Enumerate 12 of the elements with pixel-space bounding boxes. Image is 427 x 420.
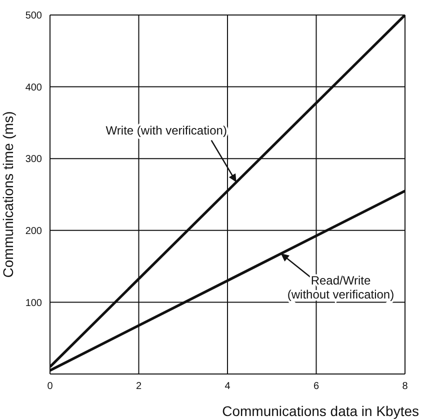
x-tick-label: 2 bbox=[136, 381, 142, 392]
y-tick-label: 400 bbox=[25, 82, 42, 94]
y-tick-label: 300 bbox=[25, 154, 42, 166]
y-tick-label: 500 bbox=[25, 10, 42, 22]
x-tick-label: 6 bbox=[313, 381, 320, 392]
x-tick-label: 8 bbox=[402, 381, 408, 392]
y-tick-label: 200 bbox=[25, 226, 42, 237]
y-axis-title: Communications time (ms) bbox=[0, 111, 16, 278]
x-tick-label: 0 bbox=[47, 381, 54, 392]
y-tick-label: 100 bbox=[25, 298, 42, 309]
x-tick-label: 4 bbox=[224, 381, 231, 392]
x-axis-title: Communications data in Kbytes bbox=[222, 403, 419, 419]
